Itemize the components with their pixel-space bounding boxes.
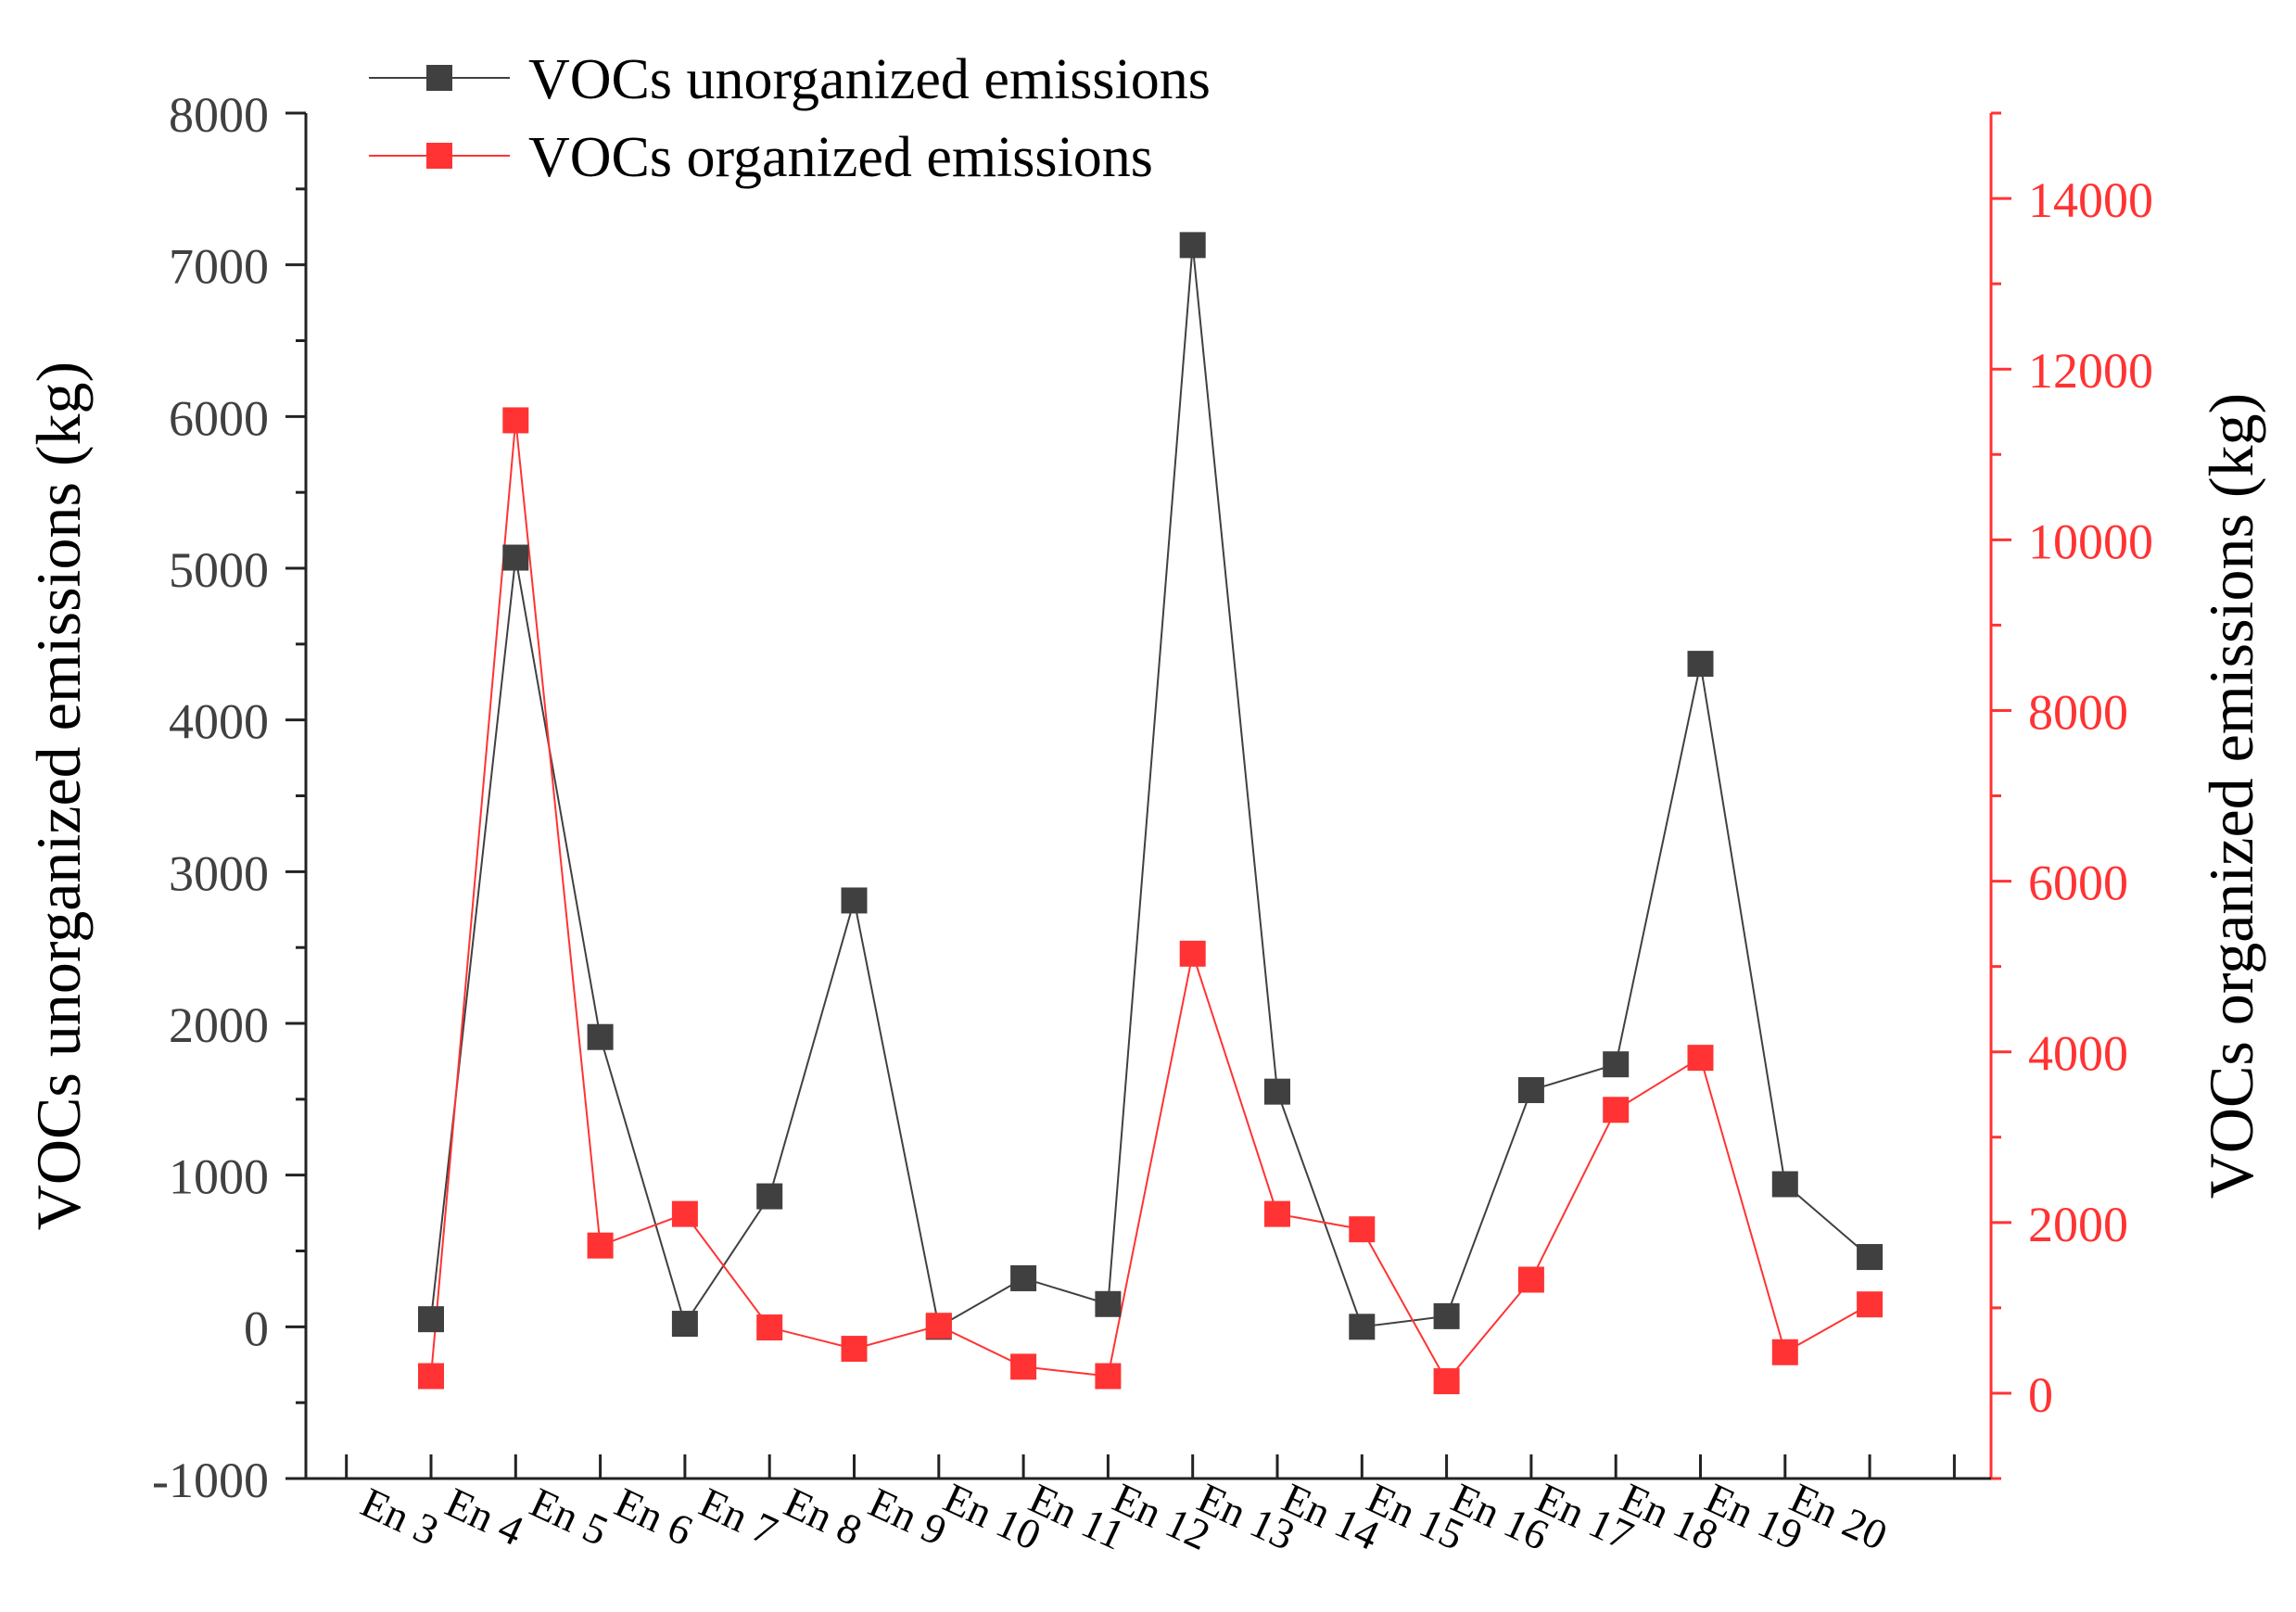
- right-tick-label: 6000: [2028, 856, 2128, 911]
- data-point-s1-17: [1771, 1171, 1798, 1198]
- data-point-s2-18: [1857, 1291, 1884, 1318]
- right-tick-label: 10000: [2028, 514, 2153, 569]
- data-point-s2-5: [756, 1314, 783, 1341]
- data-point-s1-10: [1179, 232, 1206, 259]
- data-point-s2-10: [1179, 940, 1206, 967]
- data-point-s1-3: [587, 1023, 614, 1050]
- left-axis-title: VOCs unorganized emissions (kg): [23, 362, 94, 1230]
- data-point-s2-3: [587, 1232, 614, 1259]
- data-point-s2-15: [1603, 1097, 1630, 1123]
- data-point-s2-1: [418, 1363, 444, 1390]
- data-point-s2-8: [1010, 1353, 1037, 1380]
- data-point-s1-1: [418, 1306, 444, 1333]
- category-label: En 8: [777, 1479, 869, 1555]
- data-point-s1-6: [841, 887, 868, 914]
- legend-marker-1: [426, 65, 452, 91]
- data-point-s2-13: [1433, 1368, 1460, 1395]
- category-label: En 3: [354, 1479, 446, 1555]
- right-axis-title: VOCs organized emissions (kg): [2196, 393, 2266, 1199]
- legend-label-1: VOCs unorganized emissions: [528, 48, 1211, 111]
- data-point-s2-14: [1517, 1266, 1544, 1293]
- data-point-s1-18: [1857, 1244, 1884, 1271]
- legend: VOCs unorganized emissions VOCs organized…: [369, 48, 1211, 189]
- data-point-s1-12: [1349, 1314, 1376, 1340]
- left-tick-label: 2000: [169, 997, 269, 1053]
- series-markers: [418, 232, 1884, 1395]
- data-point-s1-9: [1095, 1290, 1122, 1317]
- data-point-s1-11: [1264, 1078, 1290, 1105]
- right-tick-label: 0: [2028, 1367, 2053, 1423]
- left-tick-label: 1000: [169, 1149, 269, 1205]
- data-point-s2-17: [1771, 1339, 1798, 1365]
- left-tick-label: 0: [244, 1301, 269, 1356]
- data-point-s1-13: [1433, 1302, 1460, 1329]
- data-point-s1-8: [1010, 1264, 1037, 1291]
- category-label: En 7: [692, 1479, 784, 1555]
- legend-marker-2: [426, 143, 452, 169]
- category-label: En 20: [1783, 1474, 1895, 1559]
- right-tick-label: 8000: [2028, 684, 2128, 740]
- data-point-s2-11: [1264, 1200, 1290, 1227]
- data-point-s2-9: [1095, 1363, 1122, 1390]
- data-point-s2-7: [925, 1313, 952, 1339]
- data-point-s2-4: [671, 1200, 698, 1227]
- data-point-s1-15: [1603, 1051, 1630, 1078]
- right-tick-label: 4000: [2028, 1026, 2128, 1082]
- data-point-s2-12: [1349, 1216, 1376, 1243]
- category-label: En 4: [438, 1479, 530, 1555]
- data-point-s1-4: [671, 1311, 698, 1338]
- series-line-1: [430, 245, 1871, 1328]
- data-point-s1-5: [756, 1183, 783, 1210]
- left-tick-label: 7000: [169, 239, 269, 295]
- right-tick-label: 2000: [2028, 1197, 2128, 1252]
- left-tick-label: 4000: [169, 694, 269, 750]
- data-point-s1-2: [502, 544, 529, 571]
- left-tick-label: 5000: [169, 542, 269, 598]
- data-point-s2-2: [502, 407, 529, 434]
- left-tick-label: 8000: [169, 87, 269, 143]
- data-point-s2-16: [1687, 1045, 1714, 1072]
- category-label: En 6: [608, 1479, 700, 1555]
- axes: -1000 0 1000 2000 3000 4000 5000 6000 7000 8000 VO…: [23, 87, 2266, 1559]
- series-lines: [430, 245, 1871, 1383]
- data-point-s1-16: [1687, 651, 1714, 678]
- right-tick-label: 12000: [2028, 343, 2153, 399]
- left-tick-label: -1000: [152, 1453, 269, 1508]
- category-label: En 5: [524, 1479, 615, 1555]
- series-line-2: [430, 420, 1871, 1383]
- data-point-s2-6: [841, 1336, 868, 1363]
- left-tick-label: 6000: [169, 390, 269, 446]
- data-point-s1-14: [1517, 1077, 1544, 1104]
- right-tick-label: 14000: [2028, 172, 2153, 228]
- left-tick-label: 3000: [169, 845, 269, 901]
- legend-label-2: VOCs organized emissions: [528, 126, 1153, 189]
